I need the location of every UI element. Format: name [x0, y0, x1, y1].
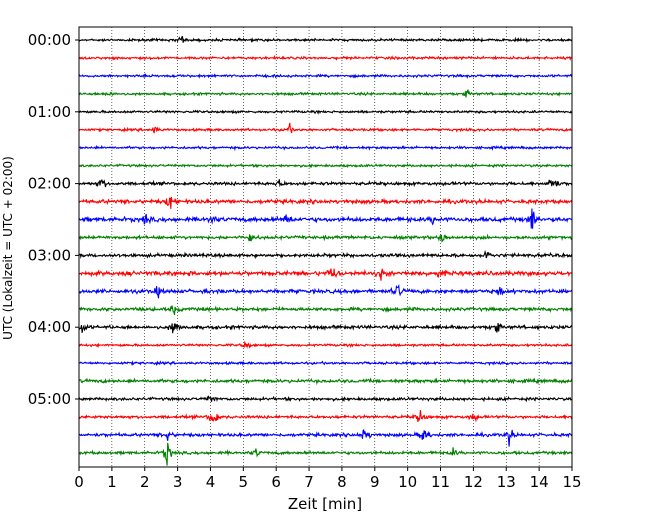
seismic-trace: [78, 178, 573, 188]
x-tick-label: 9: [370, 473, 380, 491]
x-tick-label: 13: [497, 473, 516, 491]
seismic-traces: [78, 36, 573, 466]
x-tick-label: 10: [398, 473, 417, 491]
seismic-trace: [78, 360, 573, 367]
x-tick-label: 7: [304, 473, 314, 491]
plot-frame: [78, 26, 573, 468]
x-tick-label: 2: [140, 473, 150, 491]
x-tick-label: 11: [431, 473, 450, 491]
y-axis-label: UTC (Lokalzeit = UTC + 02:00): [1, 156, 15, 340]
x-axis-label: Zeit [min]: [288, 495, 362, 513]
seismic-trace: [78, 109, 573, 115]
y-axis-ticks: 00:00 01:00 02:00 03:00 04:00 05:00: [28, 31, 79, 408]
seismic-trace: [78, 54, 573, 62]
x-axis-ticks: 0 1 2 3 4 5 6 7 8 9 10 11 12 13 14 15: [74, 467, 582, 491]
seismic-trace: [78, 89, 573, 98]
y-tick-label: 04:00: [28, 318, 71, 336]
x-tick-label: 1: [107, 473, 117, 491]
seismic-trace: [78, 340, 573, 349]
x-tick-label: 4: [206, 473, 216, 491]
seismic-trace: [78, 442, 573, 466]
seismic-trace: [78, 36, 573, 44]
seismic-trace: [79, 73, 573, 79]
x-tick-label: 15: [562, 473, 581, 491]
x-tick-label: 3: [173, 473, 183, 491]
x-tick-label: 12: [464, 473, 483, 491]
y-tick-label: 00:00: [28, 31, 71, 49]
seismic-trace: [78, 162, 573, 169]
y-tick-label: 03:00: [28, 246, 71, 264]
seismic-trace: [78, 305, 573, 316]
seismic-trace: [78, 409, 573, 423]
x-tick-label: 14: [530, 473, 549, 491]
seismic-trace: [78, 196, 573, 209]
x-tick-label: 0: [74, 473, 84, 491]
seismic-trace: [78, 283, 573, 299]
seismic-trace: [78, 377, 573, 386]
seismic-trace: [78, 322, 573, 334]
y-tick-label: 01:00: [28, 103, 71, 121]
x-tick-label: 6: [271, 473, 281, 491]
x-tick-label: 5: [239, 473, 249, 491]
y-tick-label: 05:00: [28, 390, 71, 408]
seismic-trace: [79, 144, 572, 152]
seismic-trace: [78, 395, 573, 403]
seismic-trace: [78, 268, 573, 281]
minute-grid: [111, 27, 540, 467]
y-tick-label: 02:00: [28, 175, 71, 193]
seismic-trace: [78, 428, 573, 447]
x-tick-label: 8: [337, 473, 347, 491]
seismic-trace: [78, 208, 573, 229]
seismic-trace: [78, 233, 573, 243]
seismic-trace: [78, 249, 573, 260]
seismic-trace: [78, 122, 573, 134]
